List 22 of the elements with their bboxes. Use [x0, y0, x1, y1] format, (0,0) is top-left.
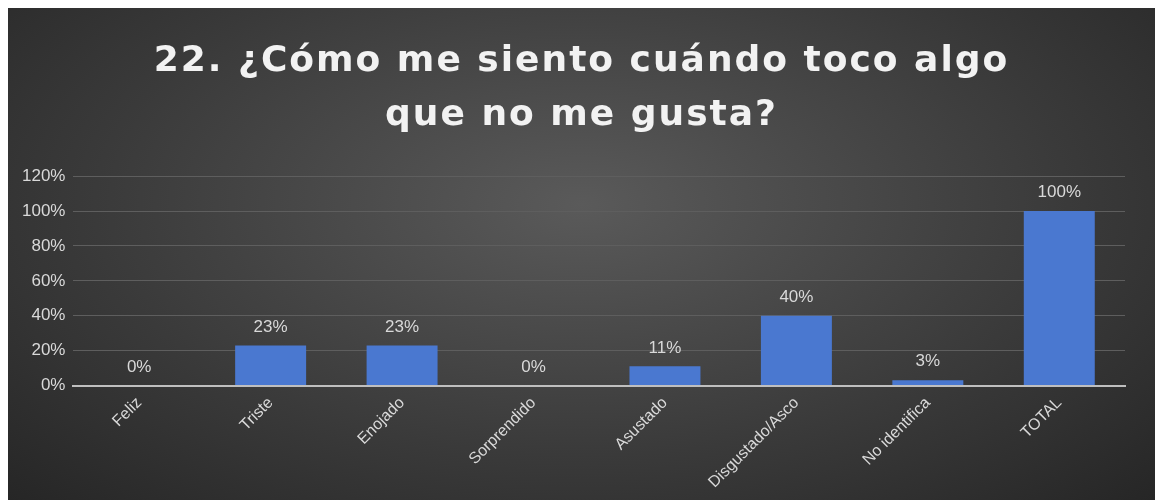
data-label: 0%: [521, 356, 546, 376]
y-tick-label: 120%: [22, 165, 66, 185]
bar: [760, 315, 832, 386]
data-label: 40%: [779, 286, 814, 306]
data-label: 23%: [385, 316, 420, 336]
y-tick-label: 80%: [31, 235, 66, 255]
chart-title: 22. ¿Cómo me siento cuándo toco algo que no me gusta?: [152, 37, 1011, 135]
data-label: 23%: [253, 316, 288, 336]
y-tick-label: 20%: [31, 340, 66, 360]
y-tick-label: 100%: [22, 200, 66, 220]
y-tick-label: 0%: [40, 375, 66, 395]
data-label: 11%: [648, 337, 682, 357]
bar: [366, 345, 438, 386]
y-tick-label: 60%: [31, 270, 66, 290]
data-label: 3%: [915, 351, 941, 371]
bar: [892, 380, 964, 386]
data-label: 0%: [126, 356, 152, 376]
data-label: 100%: [1037, 182, 1082, 202]
bar: [1023, 211, 1095, 386]
bar: [235, 345, 307, 386]
bar: [629, 366, 701, 386]
y-tick-label: 40%: [31, 305, 66, 325]
